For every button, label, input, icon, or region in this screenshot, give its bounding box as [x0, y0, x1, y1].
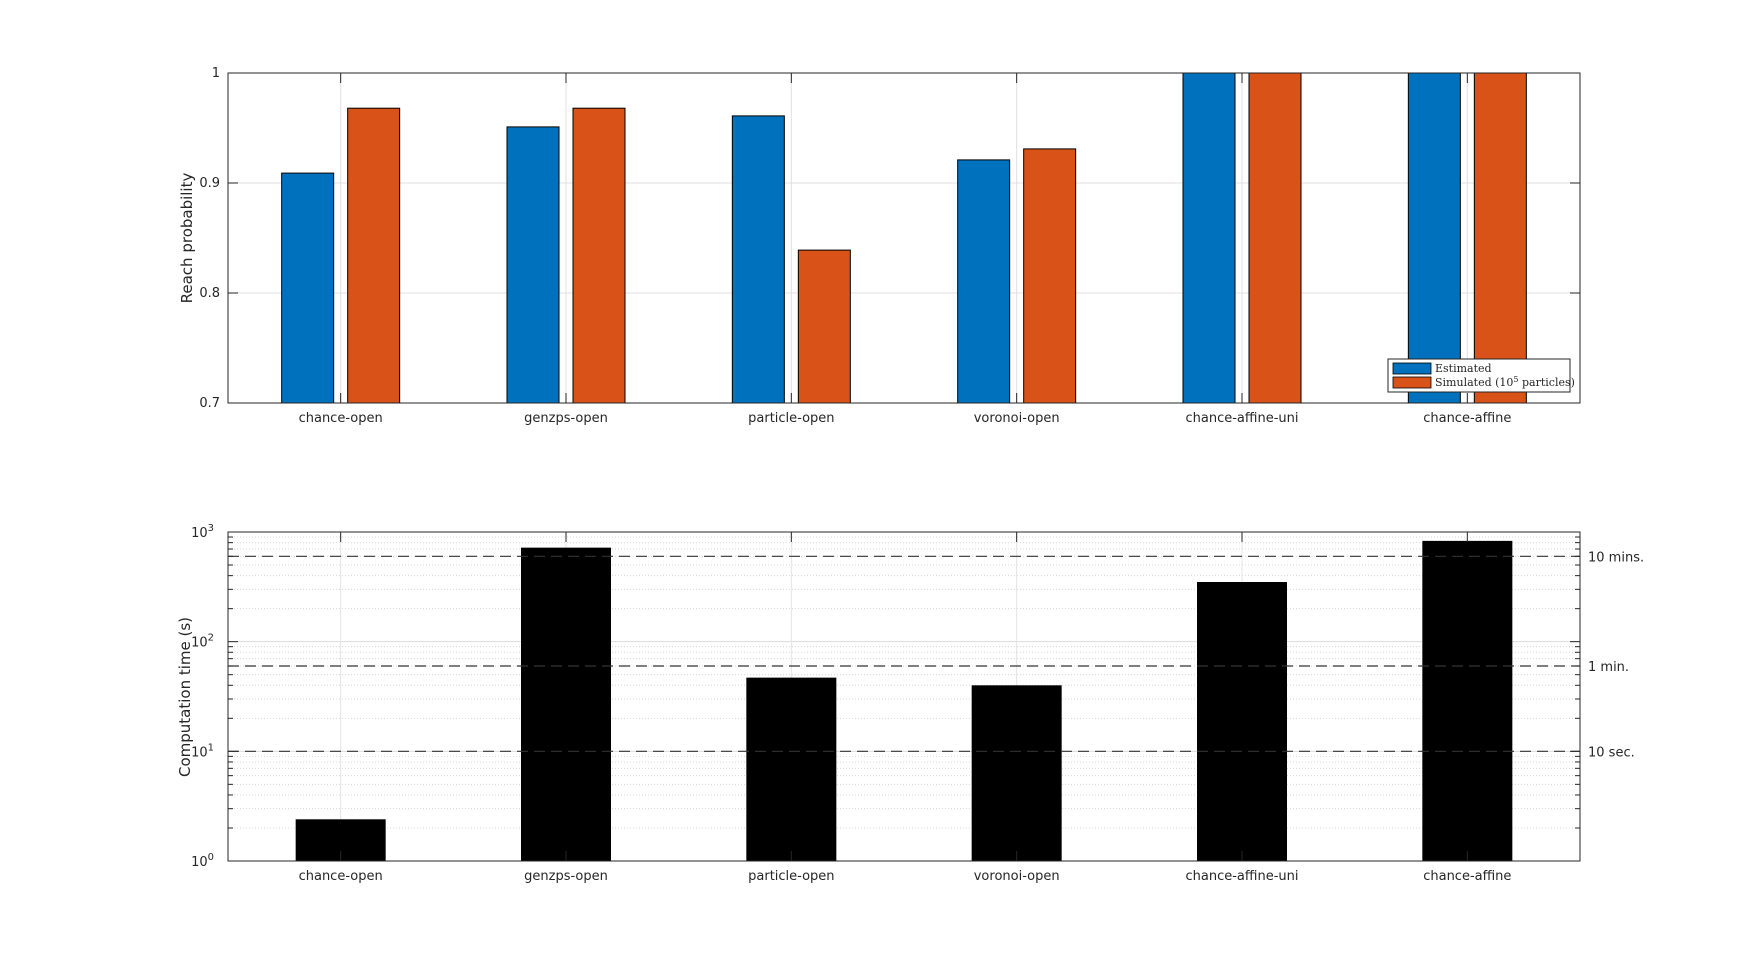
bars: [281, 72, 1527, 404]
bar-simulated: [797, 249, 851, 404]
x-tick-label: genzps-open: [524, 869, 608, 884]
x-tick-labels: chance-open genzps-open particle-open voron…: [299, 869, 1512, 884]
y-tick-label: 103: [191, 523, 214, 541]
y-tick-label: 0.8: [199, 286, 220, 301]
reference-line-label: 10 mins.: [1588, 550, 1644, 565]
x-tick-label: voronoi-open: [974, 869, 1060, 884]
bar-estimated: [731, 115, 785, 404]
plot-frame: [227, 72, 1581, 404]
bar-simulated: [1473, 72, 1527, 404]
legend-label-simulated: Simulated (105 particles): [1435, 375, 1575, 389]
bar-simulated: [347, 107, 401, 404]
y-tick-exponent: 0: [208, 852, 214, 863]
reach-probability-chart: 0.7 0.8 0.9 1 chance-open genzps-open particl…: [178, 66, 1581, 426]
bar-computation-time: [521, 547, 611, 861]
x-tick-labels: chance-open genzps-open particle-open voron…: [299, 411, 1512, 426]
y-tick-labels: 0.7 0.8 0.9 1: [199, 66, 220, 411]
bars: [295, 540, 1513, 861]
grid: [228, 73, 1580, 403]
ticks: [228, 72, 1580, 404]
legend-simulated-prefix: Simulated (10: [1435, 376, 1513, 389]
bar-computation-time: [1422, 540, 1513, 861]
y-tick-exponent: 2: [208, 633, 214, 644]
y-tick-label: 100: [191, 852, 214, 870]
legend-swatch-estimated: [1392, 362, 1432, 375]
grid: [228, 532, 1580, 861]
y-tick-exponent: 1: [208, 742, 214, 753]
bar-estimated: [1182, 72, 1236, 404]
reference-lines: 10 mins. 1 min. 10 sec.: [228, 550, 1644, 760]
bar-estimated: [506, 126, 560, 404]
bar-simulated: [1023, 148, 1077, 404]
y-tick-label: 0.7: [199, 396, 220, 411]
x-tick-label: chance-affine-uni: [1186, 411, 1299, 426]
bar-computation-time: [746, 677, 837, 861]
y-tick-base: 10: [191, 526, 208, 541]
y-axis-label: Computation time (s): [176, 617, 194, 777]
x-tick-label: chance-affine: [1423, 411, 1511, 426]
legend-label-estimated: Estimated: [1435, 362, 1492, 375]
y-tick-label: 0.9: [199, 176, 220, 191]
x-tick-label: chance-affine: [1423, 869, 1511, 884]
reference-line-label: 1 min.: [1588, 660, 1629, 675]
legend-simulated-suffix: particles): [1519, 376, 1575, 389]
legend: Estimated Simulated (105 particles): [1387, 358, 1575, 393]
y-tick-base: 10: [191, 855, 208, 870]
x-tick-label: particle-open: [748, 869, 834, 884]
x-tick-label: chance-open: [299, 869, 383, 884]
x-tick-label: particle-open: [748, 411, 834, 426]
y-tick-base: 10: [191, 745, 208, 760]
y-axis-label: Reach probability: [178, 173, 196, 304]
x-tick-label: chance-open: [299, 411, 383, 426]
x-tick-label: voronoi-open: [974, 411, 1060, 426]
x-tick-label: genzps-open: [524, 411, 608, 426]
y-tick-exponent: 3: [208, 523, 214, 534]
bar-estimated: [957, 159, 1011, 404]
plot-frame: [227, 531, 1581, 862]
y-tick-label: 102: [191, 633, 214, 651]
bar-computation-time: [971, 685, 1062, 861]
reference-line-label: 10 sec.: [1588, 745, 1635, 760]
ticks: [228, 531, 1580, 862]
bar-simulated: [1248, 72, 1302, 404]
bar-simulated: [572, 107, 626, 404]
bar-estimated: [281, 172, 335, 404]
bar-computation-time: [1197, 582, 1287, 861]
legend-simulated-exponent: 5: [1513, 375, 1518, 384]
y-tick-label: 1: [212, 66, 220, 81]
x-tick-label: chance-affine-uni: [1186, 869, 1299, 884]
bar-estimated: [1407, 72, 1461, 404]
y-tick-label: 101: [191, 742, 214, 760]
y-tick-base: 10: [191, 636, 208, 651]
legend-swatch-simulated: [1392, 376, 1432, 389]
